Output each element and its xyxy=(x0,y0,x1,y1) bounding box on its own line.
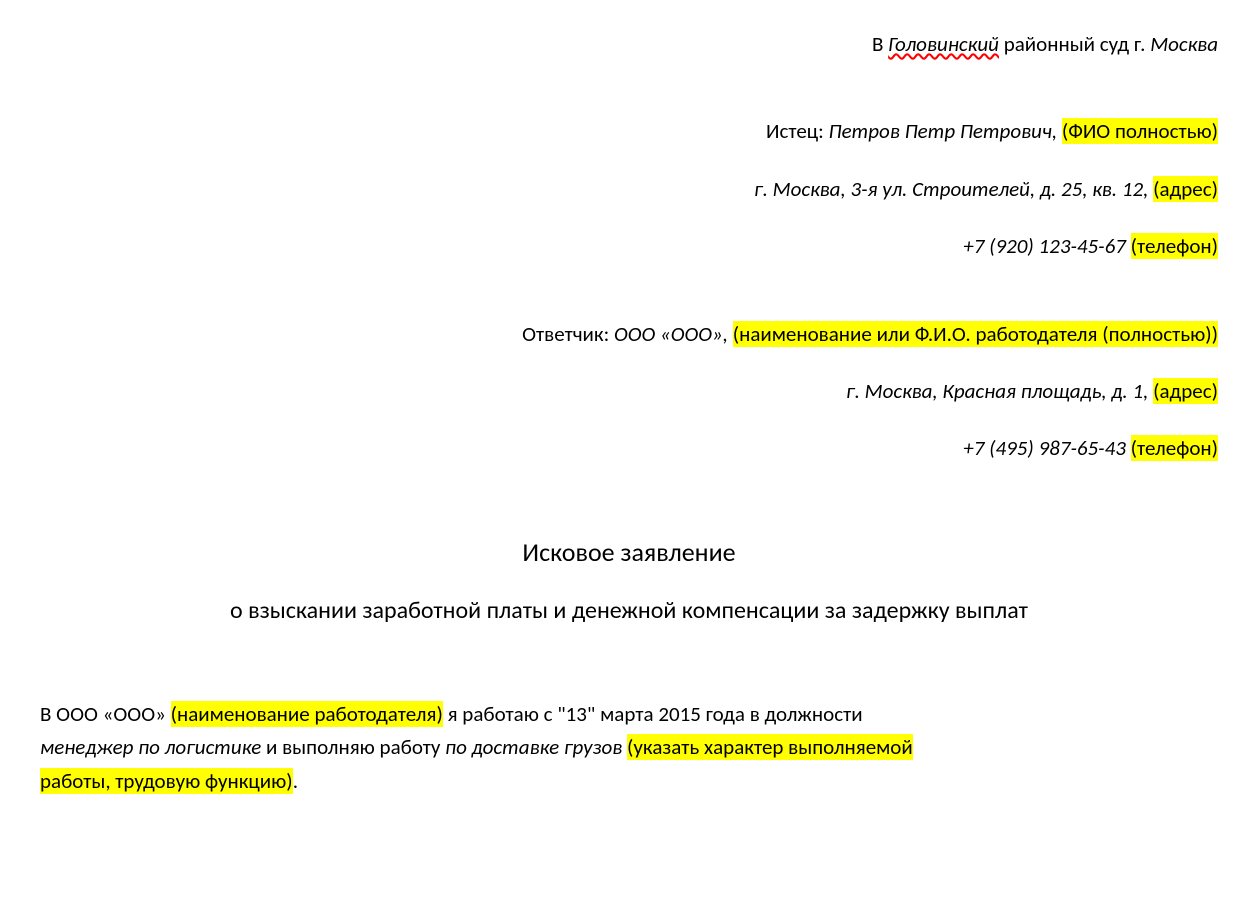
plaintiff-name-hint: (ФИО полностью) xyxy=(1062,118,1218,144)
plaintiff-phone: +7 (920) 123-45-67 xyxy=(963,233,1130,259)
p1-period: . xyxy=(293,768,298,794)
court-suffix: районный суд г. xyxy=(999,31,1150,57)
plaintiff-phone-line: +7 (920) 123-45-67 (телефон) xyxy=(40,232,1218,261)
defendant-address-line: г. Москва, Красная площадь, д. 1, (адрес… xyxy=(40,377,1218,406)
spacer xyxy=(40,87,1218,117)
defendant-phone-hint: (телефон) xyxy=(1131,435,1218,461)
defendant-name-hint: (наименование или Ф.И.О. работодателя (п… xyxy=(733,321,1218,347)
plaintiff-name: Петров Петр Петрович, xyxy=(829,118,1062,144)
p1-text-4: и выполняю работу xyxy=(261,734,445,760)
document-body: В ООО «ООО» (наименование работодателя) … xyxy=(40,698,1218,799)
court-name-spellcheck: Головинский xyxy=(888,31,999,57)
plaintiff-address-line: г. Москва, 3-я ул. Строителей, д. 25, кв… xyxy=(40,175,1218,204)
plaintiff-address: г. Москва, 3-я ул. Строителей, д. 25, кв… xyxy=(754,176,1153,202)
p1-position: менеджер по логистике xyxy=(40,734,261,760)
defendant-phone-line: +7 (495) 987-65-43 (телефон) xyxy=(40,434,1218,463)
court-prefix: В xyxy=(872,31,888,57)
p1-text-1: В ООО «ООО» xyxy=(40,701,171,727)
plaintiff-address-hint: (адрес) xyxy=(1153,176,1218,202)
p1-text-2: я работаю с "13" марта 2015 года в должн… xyxy=(443,701,863,727)
spacer xyxy=(40,290,1218,320)
defendant-address: г. Москва, Красная площадь, д. 1, xyxy=(846,378,1153,404)
plaintiff-label: Истец: xyxy=(766,118,829,144)
defendant-address-hint: (адрес) xyxy=(1153,378,1218,404)
p1-hint-work-nature-2: работы, трудовую функцию) xyxy=(40,768,293,794)
defendant-name-line: Ответчик: ООО «ООО», (наименование или Ф… xyxy=(40,320,1218,349)
plaintiff-name-line: Истец: Петров Петр Петрович, (ФИО полнос… xyxy=(40,117,1218,146)
p1-hint-employer: (наименование работодателя) xyxy=(171,701,443,727)
title-sub: о взыскании заработной платы и денежной … xyxy=(40,594,1218,628)
document-header: В Головинский районный суд г. Москва Ист… xyxy=(40,30,1218,464)
court-city: Москва xyxy=(1150,31,1218,57)
court-line: В Головинский районный суд г. Москва xyxy=(40,30,1218,59)
defendant-label: Ответчик: xyxy=(522,321,614,347)
title-main: Исковое заявление xyxy=(40,534,1218,570)
p1-work-type: по доставке грузов xyxy=(445,734,627,760)
plaintiff-phone-hint: (телефон) xyxy=(1131,233,1218,259)
document-title: Исковое заявление о взыскании заработной… xyxy=(40,534,1218,628)
paragraph-1: В ООО «ООО» (наименование работодателя) … xyxy=(40,698,1218,799)
p1-hint-work-nature-1: (указать характер выполняемой xyxy=(627,734,913,760)
defendant-name: ООО «ООО», xyxy=(614,321,733,347)
defendant-phone: +7 (495) 987-65-43 xyxy=(963,435,1130,461)
